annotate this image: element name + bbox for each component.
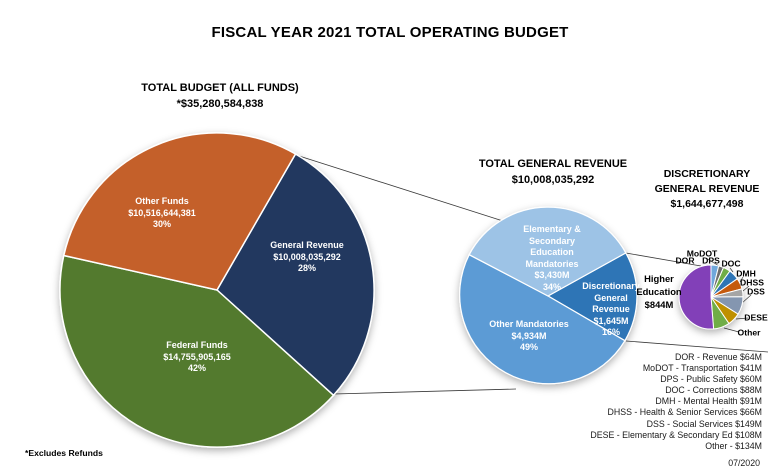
discretionary-title-block: DISCRETIONARY GENERAL REVENUE $1,644,677… [644, 167, 770, 212]
slice-label-other-mandatories: Other Mandatories $4,934M 49% [488, 319, 570, 354]
slice-percent: 34% [542, 281, 561, 292]
general-revenue-title-block: TOTAL GENERAL REVENUE $10,008,035,292 [453, 156, 653, 188]
slice-label-general-revenue: General Revenue $10,008,035,292 28% [245, 240, 369, 275]
slice-label-federal-funds: Federal Funds $14,755,905,165 42% [137, 340, 257, 375]
legend-item: Other - $134M [705, 440, 762, 451]
total-budget-amount: *$35,280,584,838 [176, 98, 264, 110]
slice-value: $10,008,035,292 [273, 251, 341, 262]
discretionary-legend: DOR - Revenue $64M MoDOT - Transportatio… [590, 352, 762, 452]
slice-label-discretionary-gr: Discretionary General Revenue $1,645M 16… [576, 281, 646, 339]
slice-percent: 16% [601, 327, 620, 337]
slice-label-other-funds: Other Funds $10,516,644,381 30% [102, 196, 222, 231]
callout-dor: DOR [675, 255, 695, 266]
slice-general-revenue [216, 152, 375, 397]
callout-doc: DOC [721, 258, 741, 269]
slice-discretionary-general-revenue [546, 252, 638, 342]
legend-item: DSS - Social Services $149M [646, 418, 762, 429]
total-budget-title-block: TOTAL BUDGET (ALL FUNDS) *$35,280,584,83… [70, 80, 370, 112]
legend-item: DOR - Revenue $64M [674, 352, 762, 362]
total-budget-title: TOTAL BUDGET (ALL FUNDS) [141, 82, 299, 94]
slice-percent: 28% [297, 263, 316, 273]
excludes-refunds-footnote: *Excludes Refunds [25, 448, 103, 458]
connector-line [625, 340, 769, 353]
legend-item: DPS - Public Safety $60M [660, 374, 762, 385]
slice-value: $1,645M [593, 315, 629, 326]
slice-percent: 42% [187, 363, 206, 373]
legend-item: DMH - Mental Health $91M [655, 396, 762, 407]
slice-other-mandatories [459, 253, 626, 385]
callout-dhss: DHSS [740, 277, 764, 288]
general-revenue-title: TOTAL GENERAL REVENUE [478, 158, 628, 170]
connector-line [295, 154, 504, 222]
legend-item: DESE - Elementary & Secondary Ed $108M [590, 429, 762, 440]
callout-modot: MoDOT [686, 248, 718, 259]
connector-line [333, 388, 517, 395]
connector-line [625, 252, 702, 267]
callout-dmh: DMH [736, 268, 756, 279]
pie-0 [59, 132, 375, 448]
callout-tick [739, 276, 744, 283]
legend-item: DOC - Corrections $88M [665, 385, 762, 396]
callout-tick [705, 257, 720, 267]
slice-percent: 49% [519, 342, 538, 352]
callout-higher-education-value: $844M [644, 299, 674, 310]
callout-tick [741, 294, 752, 304]
callout-higher-education: Higher Education $844M [624, 272, 694, 311]
callout-tick [723, 327, 740, 333]
slice-elementary-secondary-education-mandatories [468, 206, 627, 297]
callout-higher-education-label: Higher Education [636, 273, 682, 297]
date-stamp: 07/2020 [728, 458, 760, 468]
callout-tick [735, 317, 749, 320]
callout-tick [729, 267, 734, 273]
slice-federal-funds [59, 254, 335, 448]
slice-other-funds [62, 132, 297, 291]
discretionary-title: DISCRETIONARY GENERAL REVENUE [654, 168, 760, 195]
callout-dps: DPS [702, 255, 720, 266]
slice-name: Other Funds [135, 196, 189, 206]
slice-value: $14,755,905,165 [163, 351, 231, 362]
page-title: FISCAL YEAR 2021 TOTAL OPERATING BUDGET [211, 24, 569, 41]
slice-higher-education [678, 264, 715, 330]
legend-item: DHSS - Health & Senior Services $66M [607, 407, 763, 418]
slice-name: Elementary & Secondary Education Mandato… [523, 224, 581, 269]
slice-value: $4,934M [511, 330, 547, 341]
general-revenue-amount: $10,008,035,292 [511, 174, 595, 186]
pie-1 [459, 206, 638, 385]
slice-name: Federal Funds [166, 340, 228, 350]
slice-label-ese-mandatories: Elementary & Secondary Education Mandato… [512, 224, 592, 293]
slice-name: Other Mandatories [489, 319, 569, 329]
pie-2 [678, 264, 744, 330]
callout-tick [742, 285, 750, 292]
slice-name: General Revenue [270, 240, 344, 250]
legend-item: MoDOT - Transportation $41M [642, 363, 762, 374]
callout-other: Other [737, 327, 761, 338]
discretionary-amount: $1,644,677,498 [670, 198, 744, 210]
slice-percent: 30% [152, 219, 171, 229]
callout-dss: DSS [747, 286, 765, 297]
slice-value: $3,430M [534, 270, 570, 280]
slice-name: Discretionary General Revenue [582, 281, 640, 314]
callout-dese: DESE [744, 312, 768, 323]
slice-value: $10,516,644,381 [128, 207, 196, 218]
